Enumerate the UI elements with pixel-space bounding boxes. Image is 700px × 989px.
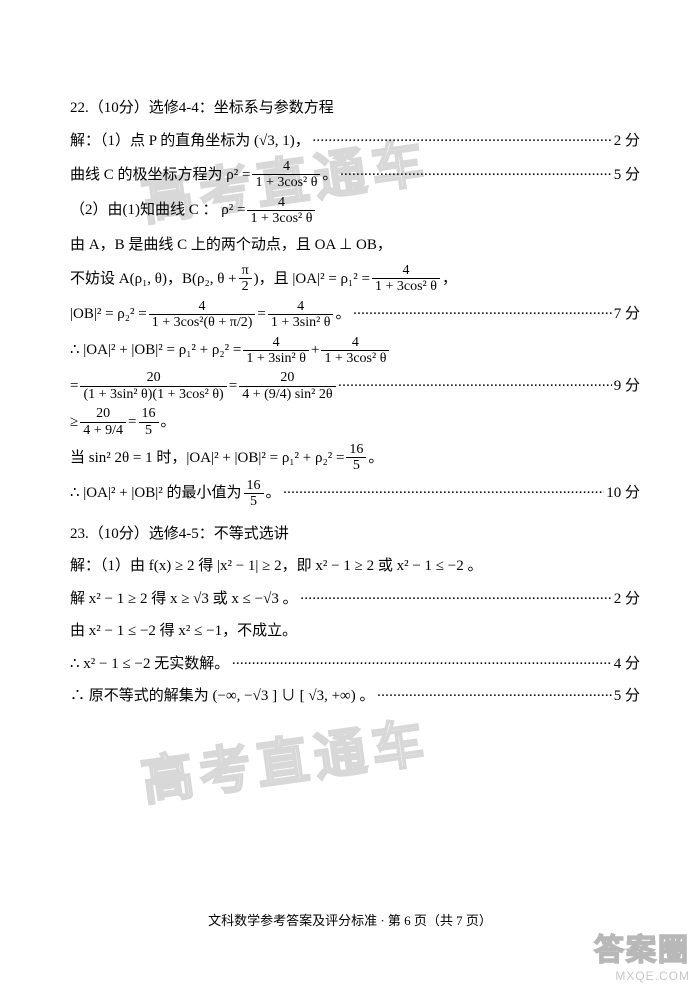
dots	[300, 585, 612, 614]
q22-line10: 当 sin² 2θ = 1 时，|OA|² + |OB|² = ρ₁² + ρ₂…	[70, 442, 640, 474]
q22-line5: 不妨设 A(ρ₁, θ)，B(ρ₂, θ + π2 )，且 |OA|² = ρ₁…	[70, 263, 640, 295]
q23-line4: ∴ x² − 1 ≤ −2 无实数解。 4 分	[70, 650, 640, 679]
q22-line1: 解：（1）点 P 的直角坐标为 (√3, 1)， 2 分	[70, 127, 640, 156]
q23-line2: 解 x² − 1 ≥ 2 得 x ≥ √3 或 x ≤ −√3 。 2 分	[70, 585, 640, 614]
q22-line11: ∴ |OA|² + |OB|² 的最小值为 165 。 10 分	[70, 478, 640, 510]
q22-header: 22.（10分）选修4-4：坐标系与参数方程	[70, 94, 640, 123]
dots	[353, 300, 612, 329]
dots	[283, 479, 605, 508]
q22-line6: |OB|² = ρ₂² = 41 + 3cos²(θ + π/2) = 41 +…	[70, 299, 640, 331]
q23-line1: 解：（1）由 f(x) ≥ 2 得 |x² − 1| ≥ 2，即 x² − 1 …	[70, 552, 640, 581]
q22-line4: 由 A，B 是曲线 C 上的两个动点，且 OA ⊥ OB，	[70, 231, 640, 260]
frac: 41 + 3cos² θ	[247, 195, 315, 227]
corner-small: MXQE.COM	[594, 969, 690, 983]
corner-watermark: 答案圈 MXQE.COM	[594, 925, 690, 983]
dots	[231, 650, 612, 679]
q23-line3: 由 x² − 1 ≤ −2 得 x² ≤ −1，不成立。	[70, 617, 640, 646]
corner-big: 答案圈	[594, 925, 690, 969]
q22-line1-pre: 解：（1）点 P 的直角坐标为 (√3, 1)，	[70, 127, 310, 156]
q22-line1-score: 2 分	[614, 127, 640, 156]
dots	[338, 372, 612, 401]
page-content: 22.（10分）选修4-4：坐标系与参数方程 解：（1）点 P 的直角坐标为 (…	[0, 0, 700, 755]
q23-header: 23.（10分）选修4-5：不等式选讲	[70, 520, 640, 549]
q22-line3: （2）由(1)知曲线 C ： ρ² = 41 + 3cos² θ	[70, 195, 640, 227]
q22-line7: ∴ |OA|² + |OB|² = ρ₁² + ρ₂² = 41 + 3sin²…	[70, 335, 640, 367]
frac: 41 + 3cos² θ	[252, 159, 320, 191]
q22-line8: = 20(1 + 3sin² θ)(1 + 3cos² θ) = 204 + (…	[70, 370, 640, 402]
q22-line2: 曲线 C 的极坐标方程为 ρ² = 41 + 3cos² θ 。 5 分	[70, 159, 640, 191]
q23-line5: ∴ 原不等式的解集为 (−∞, −√3 ] ∪ [ √3, +∞) 。 5 分	[70, 682, 640, 711]
dots	[312, 127, 612, 156]
q22-line2-pre: 曲线 C 的极坐标方程为 ρ² =	[70, 161, 250, 190]
dots	[376, 682, 611, 711]
q22-line2-score: 5 分	[614, 161, 640, 190]
q22-line9: ≥ 204 + 9/4 = 165 。	[70, 406, 640, 438]
dots	[339, 161, 611, 190]
